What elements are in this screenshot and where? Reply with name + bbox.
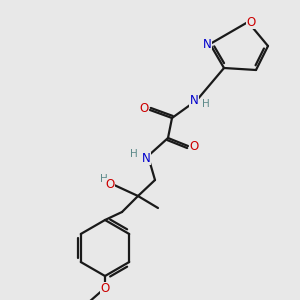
Text: N: N xyxy=(202,38,211,50)
Text: N: N xyxy=(190,94,198,107)
Text: O: O xyxy=(140,103,148,116)
Text: H: H xyxy=(100,174,108,184)
Text: H: H xyxy=(202,99,210,109)
Text: O: O xyxy=(100,283,109,296)
Text: O: O xyxy=(105,178,115,191)
Text: H: H xyxy=(130,149,138,159)
Text: O: O xyxy=(189,140,199,152)
Text: O: O xyxy=(246,16,256,28)
Text: N: N xyxy=(142,152,150,164)
